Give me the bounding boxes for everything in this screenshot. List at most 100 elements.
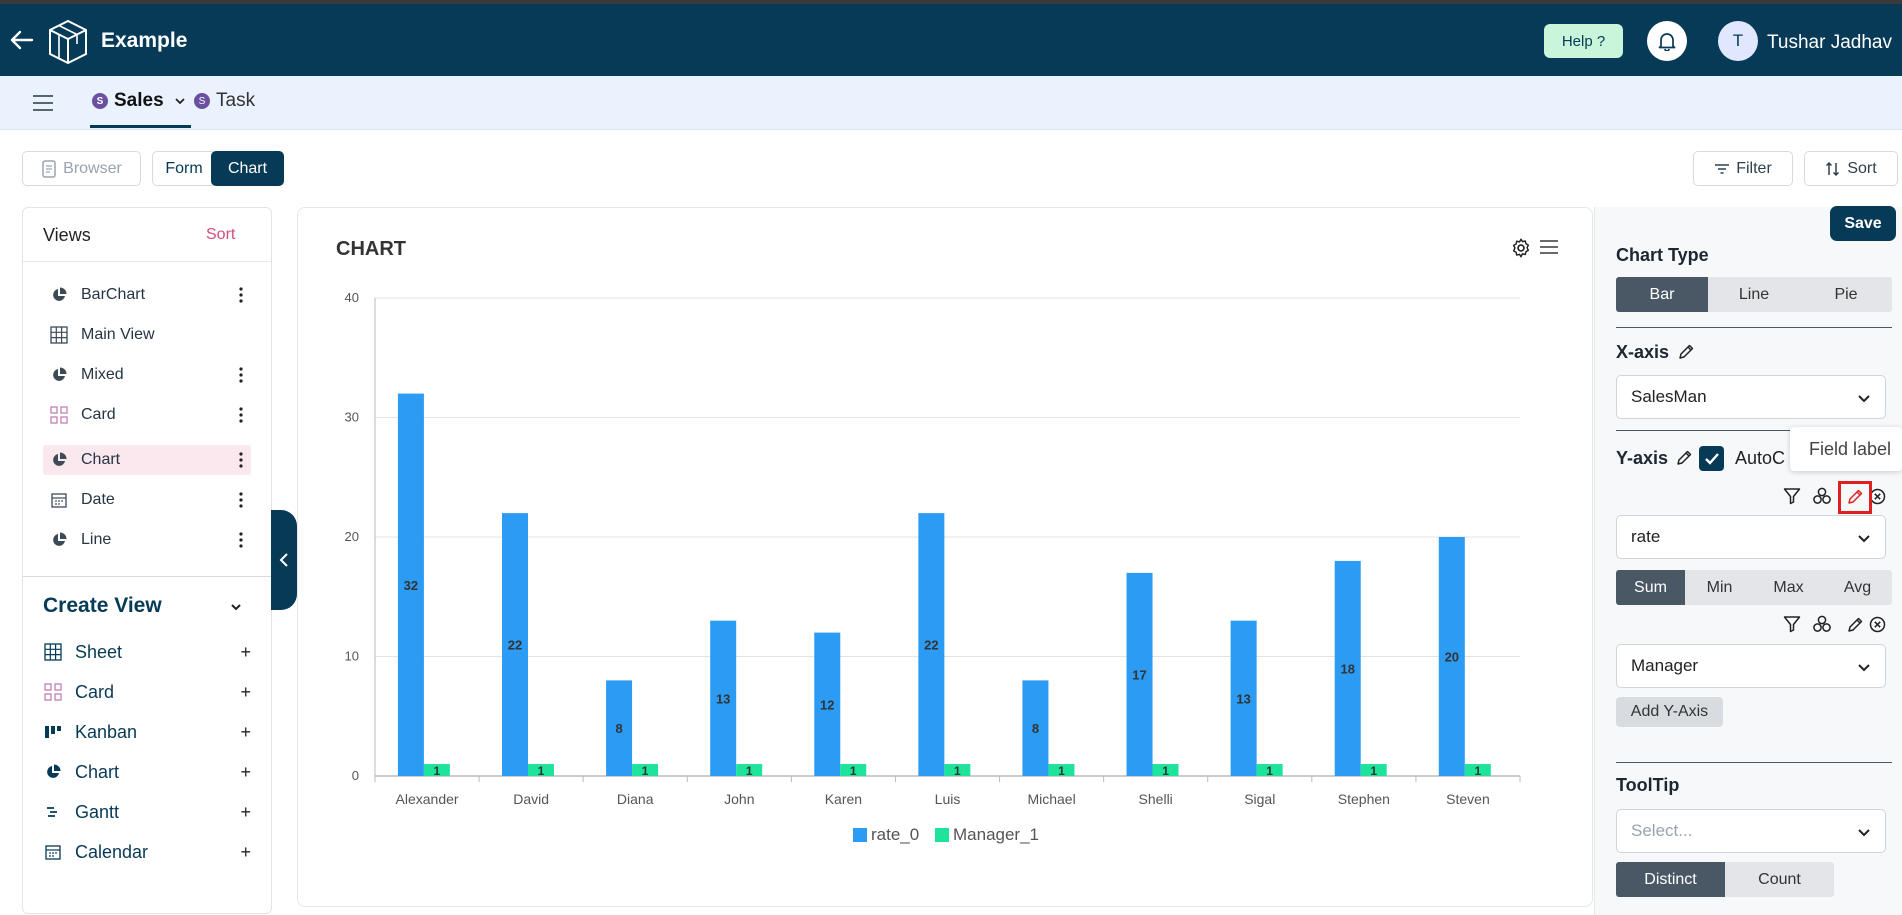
x-tick-label: David: [513, 791, 549, 807]
agg-min[interactable]: Min: [1706, 578, 1733, 596]
sort-label: Sort: [1847, 159, 1877, 177]
view-item-date[interactable]: Date: [43, 485, 251, 515]
add-icon[interactable]: +: [240, 641, 251, 662]
add-icon[interactable]: +: [240, 841, 251, 862]
chart-type-label: Chart Type: [1616, 245, 1709, 265]
help-button[interactable]: Help ?: [1544, 24, 1623, 58]
kebab-menu-icon[interactable]: [239, 286, 243, 304]
pencil-icon[interactable]: [1846, 616, 1864, 634]
auto-checkbox[interactable]: [1699, 446, 1724, 471]
checkmark-icon: [1704, 452, 1719, 465]
filter-icon[interactable]: [1783, 615, 1801, 633]
views-sort-link[interactable]: Sort: [206, 226, 236, 243]
form-view-button[interactable]: Form: [152, 151, 216, 186]
chart-type-pie[interactable]: Pie: [1834, 285, 1858, 303]
chart-type-bar[interactable]: Bar: [1616, 277, 1708, 312]
data-label: 1: [1474, 764, 1481, 778]
group-icon[interactable]: [1812, 487, 1832, 505]
tooltip-mode-count[interactable]: Count: [1758, 870, 1801, 888]
tooltip-mode-distinct[interactable]: Distinct: [1616, 862, 1725, 897]
view-item-barchart[interactable]: BarChart: [43, 280, 251, 310]
x-tick-label: Karen: [825, 791, 862, 807]
pencil-icon[interactable]: [1675, 449, 1693, 467]
hamburger-menu-icon[interactable]: [32, 94, 54, 112]
data-label: 22: [508, 638, 522, 653]
kanban-icon: [43, 722, 63, 742]
create-view-title[interactable]: Create View: [43, 594, 162, 617]
notification-button[interactable]: [1647, 21, 1687, 61]
bar-rate_0: [606, 680, 633, 776]
create-kanban-item[interactable]: Kanban +: [43, 716, 255, 748]
view-item-card[interactable]: Card: [43, 400, 251, 430]
agg-sum[interactable]: Sum: [1616, 570, 1685, 605]
back-arrow-icon[interactable]: [8, 26, 36, 54]
collapse-sidebar-button[interactable]: [271, 510, 297, 610]
create-gantt-item[interactable]: Gantt +: [43, 796, 255, 828]
create-item-label: Card: [75, 681, 115, 702]
tooltip-select[interactable]: Select...: [1616, 809, 1886, 853]
section-divider: [1616, 762, 1892, 763]
pie-chart-icon: [43, 762, 63, 782]
create-calendar-item[interactable]: Calendar +: [43, 836, 255, 868]
bar-rate_0: [1334, 560, 1361, 776]
create-sheet-item[interactable]: Sheet +: [43, 636, 255, 668]
yaxis-field-select-2[interactable]: Manager: [1616, 644, 1886, 688]
filter-icon[interactable]: [1783, 487, 1801, 505]
kebab-menu-icon[interactable]: [239, 491, 243, 509]
data-label: 18: [1340, 661, 1354, 676]
group-icon[interactable]: [1812, 615, 1832, 633]
table-tab-bar: S Sales S Task: [0, 76, 1902, 130]
data-label: 1: [1266, 764, 1273, 778]
view-item-line[interactable]: Line: [43, 525, 251, 555]
create-chart-item[interactable]: Chart +: [43, 756, 255, 788]
add-icon[interactable]: +: [240, 761, 251, 782]
form-label: Form: [165, 159, 203, 177]
chevron-down-icon[interactable]: [174, 95, 186, 107]
chevron-left-icon: [279, 553, 288, 567]
pencil-icon[interactable]: [1677, 343, 1695, 361]
save-button[interactable]: Save: [1830, 206, 1896, 241]
chart-view-button[interactable]: Chart: [211, 151, 284, 186]
add-icon[interactable]: +: [240, 721, 251, 742]
field-label-tooltip: Field label: [1790, 427, 1902, 471]
gear-icon[interactable]: [1510, 237, 1532, 259]
close-circle-icon[interactable]: [1869, 616, 1886, 633]
add-y-axis-button[interactable]: Add Y-Axis: [1616, 697, 1723, 727]
card-icon: [43, 682, 63, 702]
chevron-down-icon[interactable]: [229, 600, 243, 614]
tab-sales[interactable]: S Sales: [92, 90, 186, 112]
kebab-menu-icon[interactable]: [239, 531, 243, 549]
legend-swatch-manager_1: [935, 828, 949, 842]
sort-button[interactable]: Sort: [1804, 151, 1898, 186]
view-item-label: Mixed: [81, 366, 124, 383]
view-item-chart[interactable]: Chart: [43, 445, 251, 475]
xaxis-select[interactable]: SalesMan: [1616, 375, 1886, 419]
create-card-item[interactable]: Card +: [43, 676, 255, 708]
yaxis-field-select-1[interactable]: rate: [1616, 515, 1886, 559]
chart-menu-icon[interactable]: [1539, 239, 1559, 255]
kebab-menu-icon[interactable]: [239, 451, 243, 469]
bar-rate_0: [918, 513, 945, 776]
tab-task[interactable]: S Task: [194, 90, 255, 112]
agg-max[interactable]: Max: [1773, 578, 1804, 596]
view-item-mixed[interactable]: Mixed: [43, 360, 251, 390]
user-name[interactable]: Tushar Jadhav: [1767, 32, 1892, 53]
calendar-icon: [43, 842, 63, 862]
pie-chart-icon: [49, 285, 69, 305]
view-item-main-view[interactable]: Main View: [43, 320, 251, 350]
browser-button[interactable]: Browser: [22, 151, 141, 186]
calendar-icon: [49, 490, 69, 510]
chart-type-line[interactable]: Line: [1738, 285, 1770, 303]
kebab-menu-icon[interactable]: [239, 406, 243, 424]
data-label: 1: [850, 764, 857, 778]
add-icon[interactable]: +: [240, 681, 251, 702]
agg-avg[interactable]: Avg: [1843, 578, 1872, 596]
avatar[interactable]: T: [1718, 21, 1758, 61]
app-title: Example: [101, 29, 188, 52]
kebab-menu-icon[interactable]: [239, 366, 243, 384]
xaxis-select-value: SalesMan: [1631, 387, 1707, 406]
add-icon[interactable]: +: [240, 801, 251, 822]
pencil-icon[interactable]: [1846, 488, 1864, 506]
auto-checkbox-label: AutoC: [1735, 448, 1786, 468]
filter-button[interactable]: Filter: [1693, 151, 1793, 186]
